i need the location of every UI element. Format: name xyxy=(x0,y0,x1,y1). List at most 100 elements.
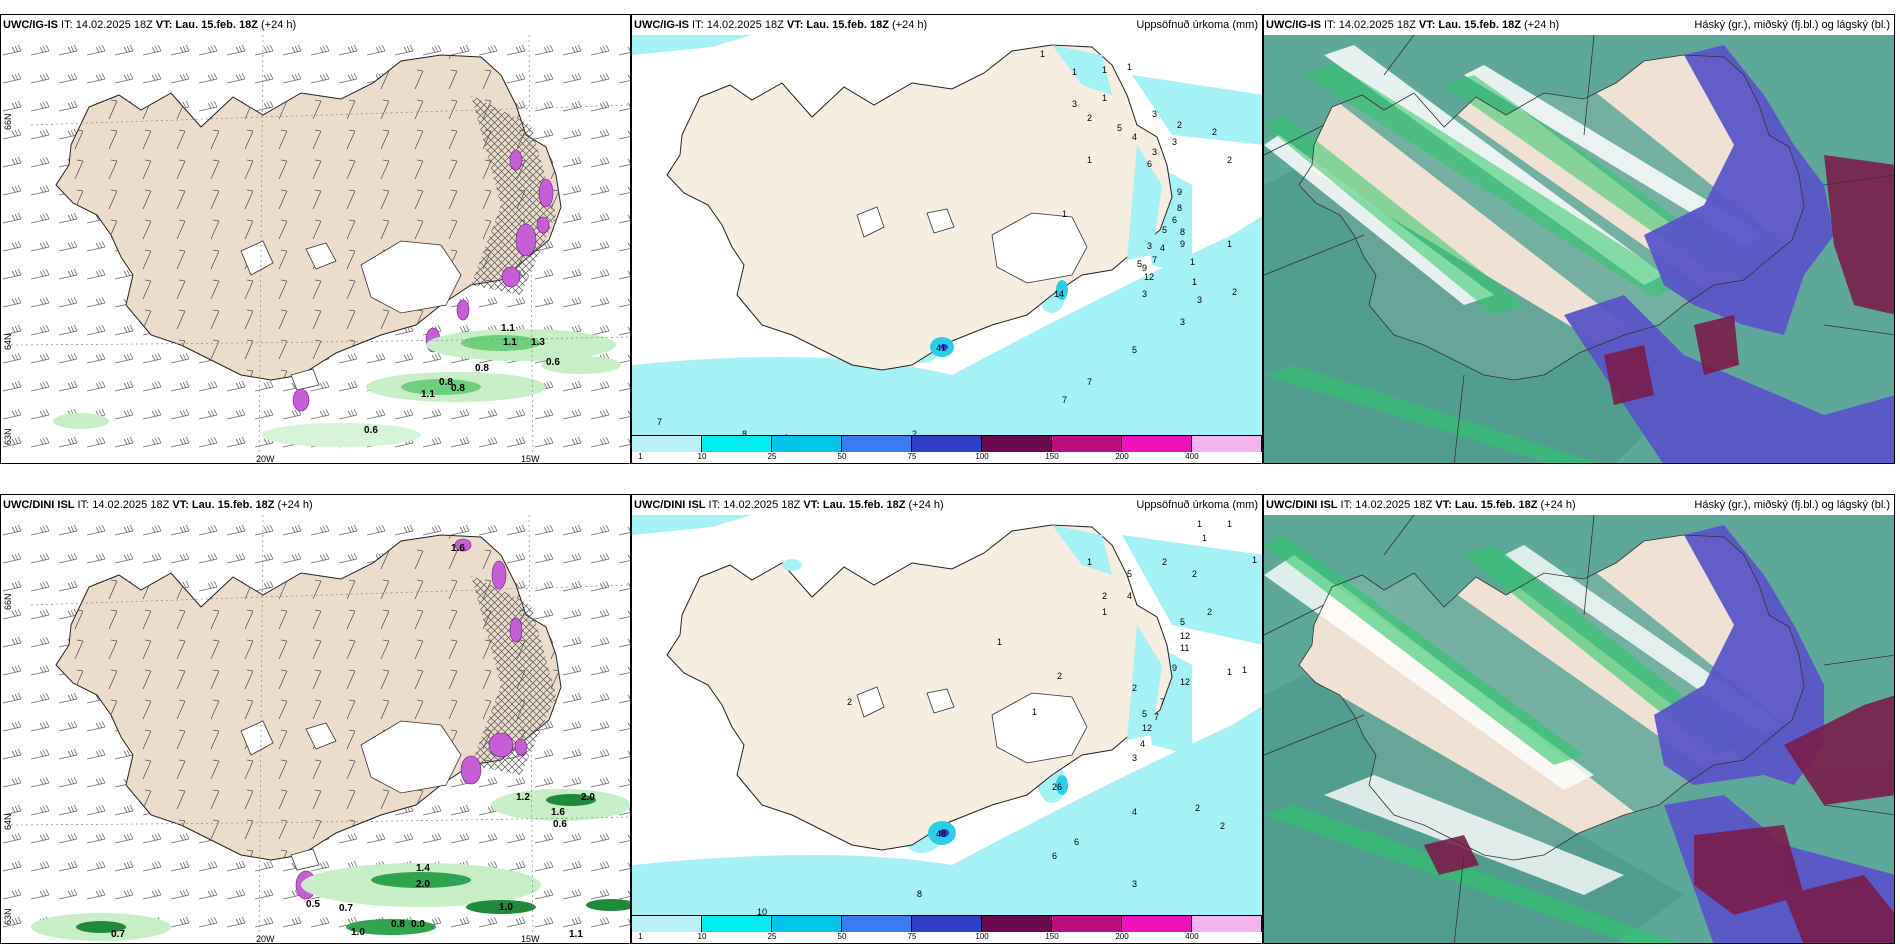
svg-text:1: 1 xyxy=(1242,665,1247,675)
cloud-mid xyxy=(1564,45,1894,463)
glacier-hofsjokull xyxy=(305,242,337,270)
svg-text:2: 2 xyxy=(1192,569,1197,579)
svg-text:1: 1 xyxy=(1087,557,1092,567)
svg-text:1.6: 1.6 xyxy=(551,807,565,818)
valid-time: VT: Lau. 15.feb. 18Z xyxy=(1435,499,1538,511)
svg-text:1: 1 xyxy=(1032,707,1037,717)
panel-top-cloud: UWC/IG-IS IT: 14.02.2025 18Z VT: Lau. 15… xyxy=(1263,14,1895,464)
svg-text:9: 9 xyxy=(1142,263,1147,273)
svg-text:1: 1 xyxy=(1192,277,1197,287)
svg-text:0.8: 0.8 xyxy=(475,363,489,374)
svg-text:3: 3 xyxy=(1132,753,1137,763)
colorbar-swatch xyxy=(772,436,842,452)
svg-text:3: 3 xyxy=(1172,137,1177,147)
svg-text:2: 2 xyxy=(1102,591,1107,601)
panel-top-precip: UWC/IG-IS IT: 14.02.2025 18Z VT: Lau. 15… xyxy=(631,14,1263,464)
lead-time: (+24 h) xyxy=(888,19,928,31)
svg-text:3: 3 xyxy=(1197,295,1202,305)
colorbar-swatch xyxy=(982,436,1052,452)
svg-text:9: 9 xyxy=(1172,663,1177,673)
svg-text:7: 7 xyxy=(1087,377,1092,387)
svg-text:3: 3 xyxy=(1147,241,1152,251)
svg-text:7: 7 xyxy=(1152,255,1157,265)
panel-header: UWC/IG-IS IT: 14.02.2025 18Z VT: Lau. 15… xyxy=(1,15,630,35)
svg-text:1.2: 1.2 xyxy=(516,792,530,803)
panel-header: UWC/DINI ISL IT: 14.02.2025 18Z VT: Lau.… xyxy=(632,495,1262,515)
svg-text:2: 2 xyxy=(847,697,852,707)
svg-text:4: 4 xyxy=(1127,591,1132,601)
colorbar-tick-label: 75 xyxy=(907,932,917,941)
cloud-map xyxy=(1264,35,1894,463)
precip-map: 1 1 1 1 3 2 1 3 2 5 4 3 3 1 2 2 6 1 9 8 … xyxy=(632,35,1262,437)
svg-text:1: 1 xyxy=(1102,65,1107,75)
precip-colorbar: 1 10 25 50 75 100 150 200 400 xyxy=(632,915,1262,943)
svg-text:0.6: 0.6 xyxy=(364,425,378,436)
colorbar-tick-label: 10 xyxy=(697,452,707,461)
colorbar-tick-label: 400 xyxy=(1185,932,1199,941)
svg-text:6: 6 xyxy=(1147,159,1152,169)
colorbar-tick-label: 10 xyxy=(697,932,707,941)
svg-text:1: 1 xyxy=(1102,607,1107,617)
svg-text:41: 41 xyxy=(936,343,946,353)
panel-top-wind: UWC/IG-IS IT: 14.02.2025 18Z VT: Lau. 15… xyxy=(0,14,631,464)
colorbar-swatch xyxy=(632,916,702,932)
wind-value-labels: 0.8 0.8 1.1 1.1 1.3 0.6 0.6 1.1 0.8 xyxy=(364,323,560,436)
svg-text:5: 5 xyxy=(1137,259,1142,269)
svg-text:12: 12 xyxy=(1144,272,1154,282)
svg-text:48: 48 xyxy=(936,829,946,839)
svg-text:8: 8 xyxy=(1177,203,1182,213)
svg-text:1: 1 xyxy=(1227,667,1232,677)
cloud-low xyxy=(1604,155,1894,405)
svg-text:1: 1 xyxy=(1197,519,1202,529)
panel-header: UWC/IG-IS IT: 14.02.2025 18Z VT: Lau. 15… xyxy=(1264,15,1894,35)
wind-map: 0.8 0.8 1.1 1.1 1.3 0.6 0.6 1.1 0.8 20W … xyxy=(1,35,630,463)
lon-label-20w: 20W xyxy=(256,934,275,944)
svg-text:2: 2 xyxy=(1087,113,1092,123)
svg-text:3: 3 xyxy=(1142,289,1147,299)
panel-header: UWC/IG-IS IT: 14.02.2025 18Z VT: Lau. 15… xyxy=(632,15,1262,35)
svg-text:2: 2 xyxy=(1227,155,1232,165)
glacier-langjokull xyxy=(240,240,274,276)
svg-text:6: 6 xyxy=(1172,215,1177,225)
svg-text:12: 12 xyxy=(1180,631,1190,641)
init-time: IT: 14.02.2025 18Z xyxy=(1337,499,1436,511)
svg-text:7: 7 xyxy=(1062,395,1067,405)
lat-label-66n: 66N xyxy=(3,113,13,130)
svg-text:10: 10 xyxy=(757,907,767,917)
colorbar-swatch xyxy=(702,916,772,932)
colorbar-swatch xyxy=(1052,436,1122,452)
precip-value-labels: 1 1 1 1 2 2 1 5 2 1 4 2 5 12 11 9 12 1 1… xyxy=(757,519,1257,917)
glacier-vatnajokull xyxy=(360,240,462,314)
colorbar-swatch xyxy=(842,436,912,452)
svg-text:0.6: 0.6 xyxy=(553,819,567,830)
init-time: IT: 14.02.2025 18Z xyxy=(74,499,173,511)
svg-text:1.1: 1.1 xyxy=(503,337,517,348)
svg-text:1: 1 xyxy=(1252,555,1257,565)
svg-text:2: 2 xyxy=(1207,607,1212,617)
svg-text:1: 1 xyxy=(997,637,1002,647)
model-name: UWC/DINI ISL xyxy=(634,499,706,511)
valid-time: VT: Lau. 15.feb. 18Z xyxy=(803,499,906,511)
cloud-map xyxy=(1264,515,1894,943)
svg-text:5: 5 xyxy=(1127,569,1132,579)
svg-text:1: 1 xyxy=(1040,49,1045,59)
colorbar-swatch xyxy=(772,916,842,932)
init-time: IT: 14.02.2025 18Z xyxy=(705,499,804,511)
svg-text:1: 1 xyxy=(1087,155,1092,165)
svg-text:3: 3 xyxy=(1152,147,1157,157)
svg-text:6: 6 xyxy=(1052,851,1057,861)
svg-text:7: 7 xyxy=(657,417,662,427)
field-title: Uppsöfnuð úrkoma (mm) xyxy=(1136,19,1258,31)
lead-time: (+24 h) xyxy=(905,499,944,511)
svg-text:1: 1 xyxy=(1227,239,1232,249)
init-time: IT: 14.02.2025 18Z xyxy=(58,19,156,31)
colorbar-swatch xyxy=(702,436,772,452)
svg-text:9: 9 xyxy=(1180,239,1185,249)
lead-time: (+24 h) xyxy=(274,499,313,511)
svg-text:9: 9 xyxy=(1177,187,1182,197)
svg-text:4: 4 xyxy=(1132,132,1137,142)
svg-text:5: 5 xyxy=(1180,617,1185,627)
svg-text:2.0: 2.0 xyxy=(416,879,430,890)
colorbar-tick-label: 200 xyxy=(1115,452,1129,461)
svg-text:2: 2 xyxy=(1212,127,1217,137)
